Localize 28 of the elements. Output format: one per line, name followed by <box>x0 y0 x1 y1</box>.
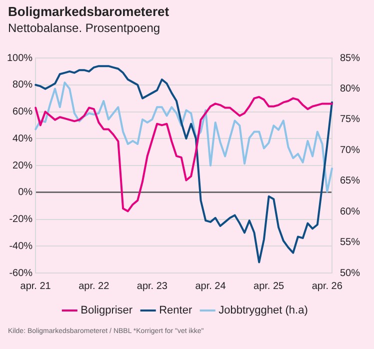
x-tick-label: apr. 24 <box>195 280 226 292</box>
y2-tick-label: 50% <box>340 268 360 279</box>
legend-label: Boligpriser <box>80 304 133 317</box>
x-tick-label: apr. 25 <box>254 280 285 292</box>
chart-title: Boligmarkedsbarometeret <box>8 4 170 19</box>
y2-tick-label: 55% <box>340 237 360 248</box>
y-tick-label: 100% <box>7 52 33 64</box>
y-tick-label: 60% <box>12 106 33 118</box>
legend-label: Jobbtrygghet (h.a) <box>218 304 308 317</box>
y2-tick-label: 80% <box>340 83 360 94</box>
y-tick-label: 20% <box>12 160 33 172</box>
y-tick-label: 40% <box>12 133 33 144</box>
legend-label: Renter <box>159 304 192 317</box>
x-tick-label: apr. 26 <box>312 280 343 292</box>
y-tick-label: -40% <box>9 240 33 252</box>
y2-tick-label: 85% <box>340 52 360 64</box>
x-tick-label: apr. 22 <box>78 280 110 292</box>
y2-tick-label: 65% <box>340 176 360 187</box>
chart-subtitle: Nettobalanse. Prosentpoeng <box>8 21 160 35</box>
y-tick-label: -20% <box>9 214 33 225</box>
x-tick-label: apr. 21 <box>20 280 52 292</box>
y-tick-label: 80% <box>12 80 33 91</box>
y-tick-label: 0% <box>18 187 33 198</box>
x-tick-label: apr. 23 <box>136 280 168 292</box>
y2-tick-label: 75% <box>340 114 360 126</box>
y2-tick-label: 70% <box>340 144 360 156</box>
y2-tick-label: 60% <box>340 206 360 218</box>
y-tick-label: -60% <box>9 268 33 279</box>
